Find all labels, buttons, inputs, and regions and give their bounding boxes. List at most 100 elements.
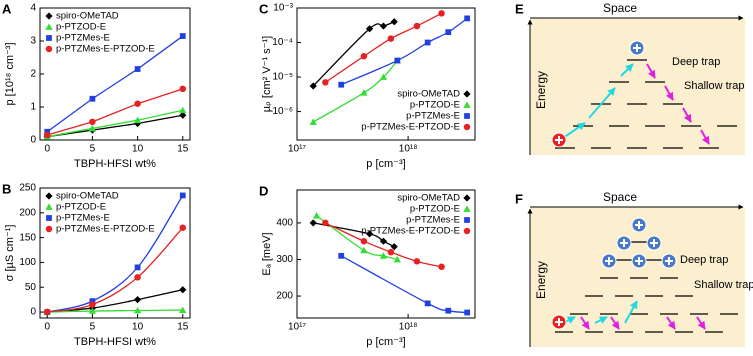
y-tick-label: 400 [276, 218, 293, 229]
y-tick-label: 10⁻⁴ [272, 37, 293, 48]
x-tick-label: 5 [90, 322, 96, 333]
marker [464, 15, 471, 22]
x-tick-label: 10¹⁸ [399, 144, 418, 155]
marker [133, 119, 142, 128]
marker [338, 252, 345, 259]
y-axis-label: σ [µS cm⁻¹] [4, 225, 16, 282]
y-tick-label: 250 [19, 183, 36, 194]
x-tick-label: 5 [90, 144, 96, 155]
x-axis-label: Space [603, 1, 637, 15]
marker [445, 29, 452, 36]
legend-marker [464, 113, 470, 119]
legend-marker [45, 225, 53, 233]
marker [379, 237, 388, 245]
legend-label: p-PTZMes-E [406, 111, 460, 122]
marker [360, 89, 368, 96]
panel-letter: A [2, 1, 12, 16]
deep-trap-label: Deep trap [672, 56, 720, 68]
series-line [47, 109, 183, 138]
marker [179, 306, 187, 313]
marker [179, 85, 187, 93]
legend-label: p-PTZOD-E [56, 202, 106, 213]
marker [360, 237, 368, 245]
legend-label: p-PTZMes-E-PTZOD-E [361, 226, 460, 237]
plot-frame [296, 7, 476, 141]
y-tick-label: 150 [19, 232, 36, 243]
series-line [340, 17, 468, 86]
marker [322, 219, 329, 227]
marker [387, 35, 395, 42]
marker [134, 66, 141, 72]
legend-marker [463, 205, 471, 212]
levels [551, 40, 737, 149]
y-tick-label: 3 [30, 36, 36, 47]
marker [394, 57, 401, 64]
y-tick-label: 50 [25, 282, 37, 293]
deep-trap-label: Deep trap [680, 254, 728, 266]
legend-marker [46, 215, 52, 221]
legend-marker [463, 123, 471, 131]
marker [393, 255, 401, 263]
marker [89, 118, 96, 126]
levels [551, 217, 738, 333]
marker [464, 309, 471, 316]
y-tick-label: 200 [19, 207, 36, 218]
legend-marker [45, 12, 53, 20]
marker [424, 39, 431, 46]
marker [179, 224, 187, 231]
y-tick-label: 200 [276, 291, 293, 302]
series-line [47, 88, 183, 136]
legend-label: p-PTZOD-E [410, 100, 460, 111]
x-tick-label: 10 [132, 144, 144, 155]
y-tick-label: 2 [30, 69, 36, 80]
series-line [340, 255, 468, 314]
series-line [47, 195, 184, 313]
legend-marker [463, 194, 471, 202]
legend-label: p-PTZOD-E [56, 22, 106, 33]
series-line [46, 35, 184, 133]
marker [322, 79, 329, 86]
marker [438, 10, 445, 17]
x-axis-label: p [cm⁻³] [366, 336, 405, 348]
x-tick-label: 10 [132, 322, 144, 333]
legend-label: p-PTZMes-E-PTZOD-E [56, 44, 155, 55]
marker [379, 22, 388, 30]
legend-marker [46, 35, 52, 41]
marker [43, 308, 51, 316]
legend-label: spiro-OMeTAD [397, 89, 460, 100]
marker [179, 106, 187, 114]
legend-label: p-PTZMes-E [406, 215, 460, 226]
legend-marker [463, 101, 471, 108]
legend-marker [45, 45, 53, 53]
panel-letter: E [515, 1, 524, 16]
x-axis-label: p [cm⁻³] [366, 158, 405, 170]
marker [134, 274, 141, 281]
marker [413, 258, 421, 265]
marker [179, 33, 186, 39]
marker [360, 53, 368, 60]
y-axis-label: Eₐ [meV] [261, 232, 273, 275]
y-tick-label: 0 [30, 307, 36, 318]
y-tick-label: 10⁻³ [273, 3, 293, 14]
y-axis-label: Energy [534, 71, 548, 109]
marker [387, 248, 395, 256]
legend-label: p-PTZOD-E [410, 204, 460, 215]
y-tick-label: 100 [19, 257, 36, 268]
chart: C 10¹⁷ 10¹⁸ 10⁻⁶ 10⁻⁵ 10⁻⁴ 10⁻³ p [cm⁻³] µₚ [cm²… [259, 1, 476, 170]
y-tick-label: 4 [30, 3, 36, 14]
marker [179, 286, 187, 294]
marker [413, 22, 421, 30]
marker [379, 252, 388, 259]
marker [134, 100, 141, 107]
diagram-e: E Space Energy Deep trap Shallow trap [515, 1, 745, 155]
marker [88, 124, 97, 132]
marker [88, 307, 97, 314]
y-tick-label: 10⁻⁵ [272, 72, 293, 83]
marker [445, 307, 452, 314]
x-axis-label: TBPH-HFSI wt% [74, 336, 156, 348]
marker [89, 298, 96, 305]
chart: D 10¹⁷ 10¹⁸ 200 300 400 p [cm⁻³] Eₐ [meV] spiro-… [259, 183, 476, 348]
